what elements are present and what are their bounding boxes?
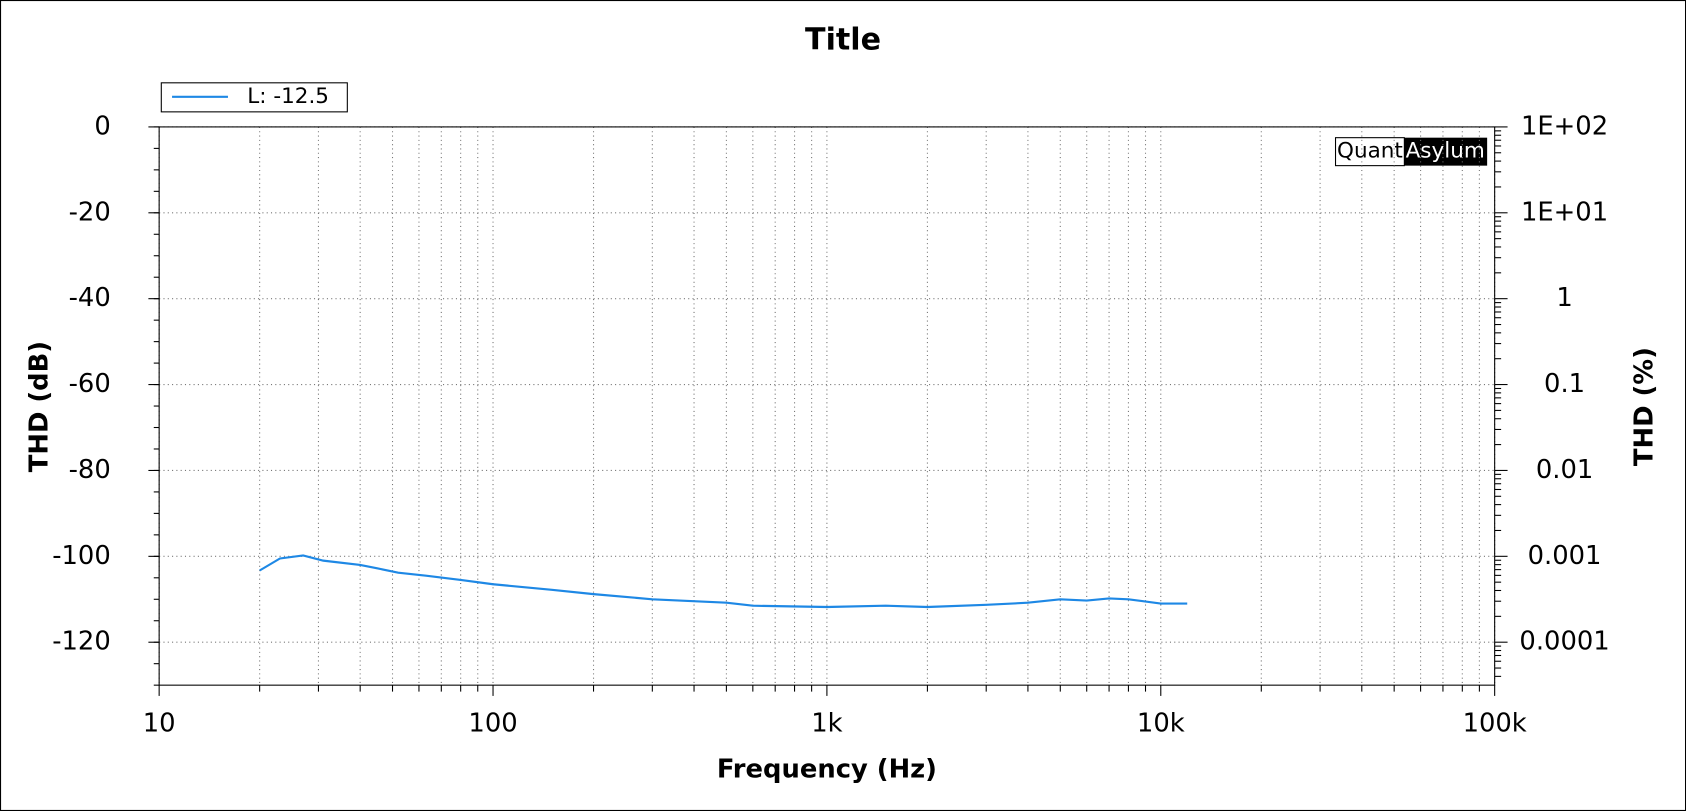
y-tick-label: -80 <box>69 455 111 485</box>
y2-tick-label: 1 <box>1556 283 1572 313</box>
y-tick-label: -60 <box>69 369 111 399</box>
x-tick-label: 10k <box>1137 708 1185 738</box>
logo-text: Asylum <box>1406 139 1485 164</box>
series-line <box>259 554 1188 609</box>
y-tick-label: -40 <box>69 283 111 313</box>
y2-tick-label: 0.1 <box>1544 369 1585 399</box>
y2-axis-title: THD (%) <box>1630 347 1660 466</box>
x-tick-label: 100 <box>468 708 517 738</box>
x-tick-label: 10 <box>143 708 176 738</box>
y2-tick-label: 1E+01 <box>1521 197 1608 227</box>
chart-title: Title <box>805 22 881 57</box>
y-tick-label: -120 <box>52 627 111 657</box>
y2-tick-label: 0.01 <box>1536 455 1593 485</box>
legend-label: L: -12.5 <box>247 84 329 109</box>
y-axis-title: THD (dB) <box>24 341 54 472</box>
y2-tick-label: 0.001 <box>1528 541 1602 571</box>
logo-text: Quant <box>1337 139 1403 164</box>
y-tick-label: 0 <box>94 111 110 141</box>
logo-box <box>1404 137 1488 166</box>
x-tick-label: 1k <box>811 708 842 738</box>
y2-tick-label: 0.0001 <box>1519 627 1609 657</box>
y-tick-label: -20 <box>69 197 111 227</box>
y2-tick-label: 1E+02 <box>1521 111 1608 141</box>
y-tick-label: -100 <box>52 541 111 571</box>
x-axis-title: Frequency (Hz) <box>717 755 937 785</box>
x-tick-label: 100k <box>1463 708 1527 738</box>
plot-area <box>158 126 1496 686</box>
logo-box <box>1334 137 1405 167</box>
